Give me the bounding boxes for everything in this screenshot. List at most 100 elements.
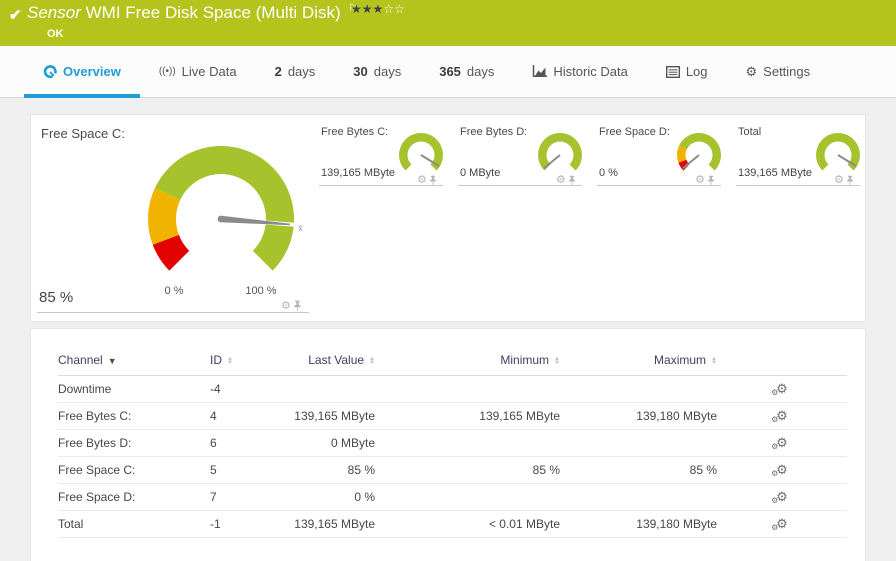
channel-name: Free Space C:	[58, 462, 136, 477]
minimum-value: < 0.01 MByte	[488, 516, 560, 531]
last-value: 0 MByte	[330, 435, 375, 450]
table-row: Free Bytes D: 6 0 MByte ⚙ ⚙	[58, 429, 847, 456]
channel-gear-icon[interactable]: ⚙	[834, 174, 844, 186]
sensor-status-header: ✔ Sensor WMI Free Disk Space (Multi Disk…	[0, 0, 896, 46]
last-value	[269, 375, 375, 402]
column-header-maximum[interactable]: Maximum ▲ ▼	[560, 345, 717, 376]
tab-live-data[interactable]: ((•)) Live Data	[158, 64, 237, 79]
column-header-tools	[717, 345, 847, 376]
gauge-title: Free Bytes C:	[321, 126, 389, 138]
channel-id: 7	[210, 489, 217, 504]
pin-icon[interactable]	[707, 175, 715, 186]
column-header-last-value[interactable]: Last Value ▲ ▼	[269, 345, 375, 376]
channel-name: Free Bytes D:	[58, 435, 132, 450]
channel-name: Downtime	[58, 381, 112, 396]
table-row: Free Space C: 5 85 % 85 % 85 % ⚙ ⚙	[58, 456, 847, 483]
minimum-value: 85 %	[532, 462, 560, 477]
gauge-title: Free Space D:	[599, 126, 670, 138]
historic-chart-icon	[533, 65, 548, 78]
cell-divider	[319, 185, 443, 186]
minimum-value	[375, 375, 560, 402]
gauge-value: 139,165 MByte	[738, 167, 812, 179]
channels-table-panel: Channel ▼ ID ▲ ▼ Last Value ▲ ▼ Minimum ▲ ▼ Max…	[30, 328, 866, 561]
column-header-minimum[interactable]: Minimum ▲ ▼	[375, 345, 560, 376]
channel-settings-icon[interactable]: ⚙ ⚙	[771, 407, 788, 424]
channel-gear-icon[interactable]: ⚙	[695, 174, 705, 186]
tab-365-days[interactable]: 365 days	[439, 64, 495, 79]
gauge-value: 0 MByte	[460, 167, 501, 179]
cell-divider	[458, 185, 582, 186]
secondary-gauge-cell: Total 139,165 MByte ⚙	[728, 115, 867, 187]
gauge-tools: ⚙	[556, 175, 576, 186]
sort-icon: ▲ ▼	[369, 355, 375, 366]
tab-historic-data[interactable]: Historic Data	[513, 46, 646, 97]
pin-icon[interactable]	[293, 300, 302, 312]
channel-id: -1	[210, 516, 221, 531]
live-data-icon: ((•))	[158, 66, 176, 77]
channel-settings-icon[interactable]: ⚙ ⚙	[771, 461, 788, 478]
secondary-gauge-cell: Free Bytes C: 139,165 MByte ⚙	[311, 115, 450, 187]
column-header-channel[interactable]: Channel ▼	[58, 345, 210, 376]
last-value: 139,165 MByte	[294, 516, 375, 531]
maximum-value	[560, 483, 717, 510]
tab-2-days[interactable]: 2 days	[274, 64, 316, 79]
gauges-panel: Free Space C: x̄ 0 % 100 % 85 % ⚙ Free B…	[30, 114, 866, 322]
secondary-gauge-cell: Free Space D: 0 % ⚙	[589, 115, 728, 187]
mini-gauge	[399, 133, 443, 171]
channel-settings-icon[interactable]: ⚙ ⚙	[771, 515, 788, 532]
last-value: 0 %	[354, 489, 375, 504]
primary-gauge-title: Free Space C:	[41, 126, 125, 141]
column-header-id[interactable]: ID ▲ ▼	[210, 345, 269, 376]
star-filled-icons[interactable]: ★★★	[351, 2, 384, 16]
channel-settings-icon[interactable]: ⚙ ⚙	[771, 434, 788, 451]
table-row: Total -1 139,165 MByte < 0.01 MByte 139,…	[58, 510, 847, 537]
channel-id: -4	[210, 381, 221, 396]
tab-settings[interactable]: ⚙ Settings	[745, 64, 811, 79]
maximum-value: 85 %	[689, 462, 717, 477]
pin-icon[interactable]	[429, 175, 437, 186]
primary-gauge-value: 85 %	[39, 289, 74, 306]
primary-gauge-tools: ⚙	[281, 300, 302, 312]
tab-bar: Overview ((•)) Live Data 2 days 30 days …	[0, 46, 896, 99]
star-empty-icons[interactable]: ☆☆	[383, 2, 405, 16]
maximum-value	[560, 429, 717, 456]
sort-desc-icon: ▼	[107, 355, 117, 366]
channel-id: 5	[210, 462, 217, 477]
maximum-value: 139,180 MByte	[636, 408, 717, 423]
cell-divider	[736, 185, 860, 186]
flag-icon: ⚐	[348, 3, 358, 15]
channel-settings-icon[interactable]: ⚙ ⚙	[771, 380, 788, 397]
page-title: Sensor WMI Free Disk Space (Multi Disk) …	[27, 3, 357, 23]
mini-gauge	[677, 133, 721, 171]
sensor-label: Sensor	[27, 3, 81, 22]
cell-divider	[597, 185, 721, 186]
log-icon	[665, 65, 680, 78]
tab-30-days[interactable]: 30 days	[353, 64, 402, 79]
channel-gear-icon[interactable]: ⚙	[417, 174, 427, 186]
cell-divider	[37, 312, 309, 313]
last-value: 85 %	[347, 462, 375, 477]
pin-icon[interactable]	[846, 175, 854, 186]
gauge-scale-max: 100 %	[245, 285, 277, 297]
primary-gauge: x̄	[148, 145, 303, 271]
channels-table: Channel ▼ ID ▲ ▼ Last Value ▲ ▼ Minimum ▲ ▼ Max…	[58, 345, 847, 538]
sort-icon: ▲ ▼	[227, 355, 233, 366]
channel-gear-icon[interactable]: ⚙	[281, 300, 291, 312]
secondary-gauge-cell: Free Bytes D: 0 MByte ⚙	[450, 115, 589, 187]
maximum-value	[560, 375, 717, 402]
svg-text:x̄: x̄	[298, 223, 303, 233]
ok-check-icon: ✔	[9, 7, 22, 24]
channel-name: Free Bytes C:	[58, 408, 132, 423]
channel-settings-icon[interactable]: ⚙ ⚙	[771, 488, 788, 505]
mini-gauge	[538, 133, 582, 171]
channel-id: 6	[210, 435, 217, 450]
table-row: Free Bytes C: 4 139,165 MByte 139,165 MB…	[58, 402, 847, 429]
tab-log[interactable]: Log	[647, 46, 727, 97]
gauge-icon	[43, 64, 57, 78]
pin-icon[interactable]	[568, 175, 576, 186]
last-value: 139,165 MByte	[294, 408, 375, 423]
channel-gear-icon[interactable]: ⚙	[556, 174, 566, 186]
channel-name: Total	[58, 516, 84, 531]
tab-overview[interactable]: Overview	[24, 46, 140, 99]
priority-stars[interactable]: ★★★☆☆	[351, 2, 405, 16]
